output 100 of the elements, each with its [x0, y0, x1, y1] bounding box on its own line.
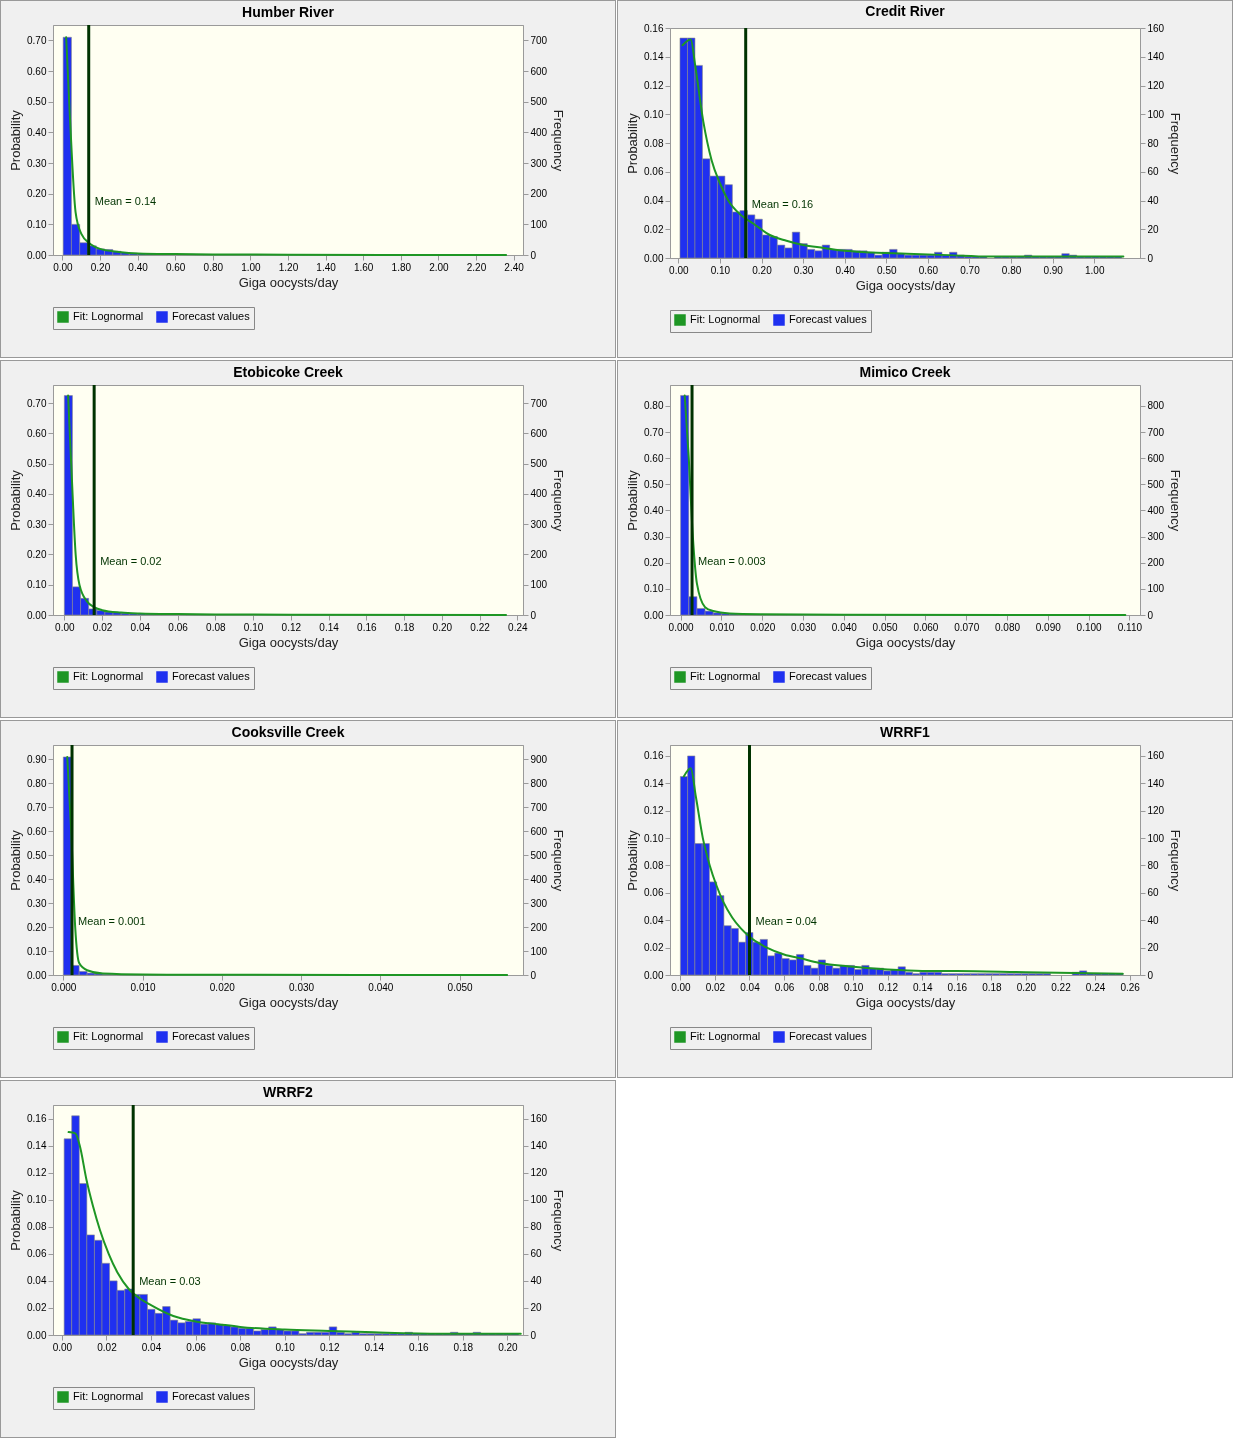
y2-tick-label: 80	[1147, 137, 1160, 149]
y2-tick-label: 900	[530, 753, 548, 765]
x-tick-label: 0.20	[752, 264, 773, 276]
legend-label: Forecast values	[172, 310, 251, 322]
x-tick-label: 0.020	[209, 981, 236, 993]
y-tick-label: 0.40	[27, 488, 47, 500]
y2-tick-label: 100	[1147, 832, 1165, 844]
x-tick-label: 0.30	[793, 264, 814, 276]
y2-tick-label: 60	[1147, 166, 1160, 178]
y-tick-label: 0.40	[27, 873, 47, 885]
y2-tick-label: 40	[1147, 914, 1160, 926]
y2-tick-label: 0	[530, 609, 537, 621]
x-tick-label: 0.22	[470, 621, 491, 633]
y-tick-label: 0.04	[644, 195, 664, 206]
legend-label: Fit: Lognormal	[73, 1030, 144, 1042]
y-tick-label: 0.70	[27, 397, 47, 409]
y-tick-label: 0.00	[27, 609, 47, 621]
ref-line-label: Mean = 0.003	[698, 555, 766, 568]
y2-axis-title: Frequency	[551, 1189, 567, 1252]
y2-tick-label: 120	[1147, 80, 1165, 91]
y2-tick-label: 400	[530, 126, 548, 138]
y-tick-label: 0.00	[27, 969, 47, 981]
y-tick-label: 0.12	[644, 80, 664, 91]
x-tick-label: 0.00	[52, 1341, 73, 1353]
x-tick-label: 0.100	[1076, 621, 1103, 633]
x-tick-label: 0.14	[913, 981, 933, 993]
x-tick-label: 1.20	[278, 261, 299, 273]
y-tick-label: 0.20	[644, 557, 664, 569]
y2-tick-label: 500	[1147, 478, 1165, 490]
x-tick-label: 0.24	[1085, 981, 1106, 993]
x-axis-title: Giga oocysts/day	[238, 634, 339, 650]
y2-axis-title: Frequency	[551, 109, 567, 172]
y2-tick-label: 40	[530, 1275, 543, 1287]
x-tick-label: 0.030	[289, 981, 315, 993]
x-tick-label: 0.06	[168, 621, 189, 633]
x-tick-label: 0.08	[206, 621, 226, 633]
legend-label: Forecast values	[172, 1390, 251, 1402]
y-axis-title: Probability	[625, 112, 641, 174]
ref-line-label: Mean = 0.03	[139, 1275, 201, 1288]
y2-tick-label: 20	[1147, 223, 1160, 235]
legend-label: Fit: Lognormal	[73, 1390, 144, 1402]
y2-tick-label: 0	[530, 969, 537, 981]
y2-tick-label: 600	[530, 825, 548, 837]
x-tick-label: 0.90	[1043, 264, 1064, 276]
y2-tick-label: 0	[530, 1329, 537, 1341]
chart-title: Etobicoke Creek	[233, 363, 344, 380]
y2-tick-label: 600	[1147, 452, 1165, 464]
y-axis-title: Probability	[8, 109, 24, 171]
y-tick-label: 0.70	[27, 801, 47, 813]
x-tick-label: 0.18	[453, 1341, 474, 1353]
y2-tick-label: 20	[1147, 942, 1160, 954]
y-tick-label: 0.80	[644, 400, 664, 412]
x-tick-label: 0.000	[51, 981, 77, 993]
chart-title: Mimico Creek	[859, 363, 951, 380]
y-tick-label: 0.02	[644, 223, 664, 235]
legend-label: Fit: Lognormal	[73, 670, 144, 682]
y-axis-title: Probability	[625, 829, 641, 891]
x-tick-label: 0.00	[669, 264, 689, 276]
x-tick-label: 0.22	[1051, 981, 1072, 993]
y-tick-label: 0.30	[27, 518, 47, 530]
y-axis-title: Probability	[625, 469, 641, 531]
x-tick-label: 0.04	[740, 981, 761, 993]
x-tick-label: 0.16	[947, 981, 968, 993]
x-tick-label: 0.60	[918, 264, 939, 276]
y-tick-label: 0.10	[27, 945, 47, 957]
y2-axis-title: Frequency	[551, 469, 567, 532]
y-tick-label: 0.06	[644, 887, 664, 899]
chart-title: Cooksville Creek	[231, 723, 345, 740]
y-tick-label: 0.20	[27, 548, 47, 560]
y2-tick-label: 80	[530, 1221, 543, 1233]
y-tick-label: 0.60	[644, 452, 664, 464]
y2-tick-label: 0	[1147, 609, 1154, 621]
y2-tick-label: 300	[530, 518, 548, 530]
y-tick-label: 0.10	[644, 108, 664, 120]
y2-tick-label: 600	[530, 65, 548, 77]
y2-tick-label: 100	[1147, 583, 1165, 595]
y-tick-label: 0.04	[27, 1275, 47, 1287]
legend-label: Forecast values	[789, 670, 868, 682]
x-tick-label: 0.00	[53, 261, 74, 273]
x-tick-label: 0.26	[1120, 981, 1141, 993]
y2-tick-label: 400	[1147, 504, 1165, 516]
x-axis-title: Giga oocysts/day	[855, 634, 956, 650]
y-tick-label: 0.20	[27, 921, 47, 933]
y2-tick-label: 500	[530, 458, 548, 470]
y2-tick-label: 800	[1147, 400, 1165, 412]
x-tick-label: 0.24	[508, 621, 528, 633]
y-tick-label: 0.60	[27, 825, 47, 837]
x-tick-label: 0.080	[994, 621, 1021, 633]
y-tick-label: 0.50	[644, 478, 664, 490]
x-axis-title: Giga oocysts/day	[238, 274, 339, 290]
chart-title: Credit River	[865, 3, 946, 19]
x-tick-label: 0.040	[831, 621, 858, 633]
chart-title: WRRF2	[263, 1083, 314, 1100]
x-tick-label: 1.80	[391, 261, 412, 273]
x-tick-label: 2.40	[504, 261, 525, 273]
y2-tick-label: 0	[1147, 969, 1154, 981]
y2-tick-label: 300	[530, 897, 548, 909]
y2-axis-title: Frequency	[1168, 829, 1184, 892]
y2-tick-label: 120	[530, 1167, 548, 1179]
y-tick-label: 0.16	[27, 1113, 47, 1125]
